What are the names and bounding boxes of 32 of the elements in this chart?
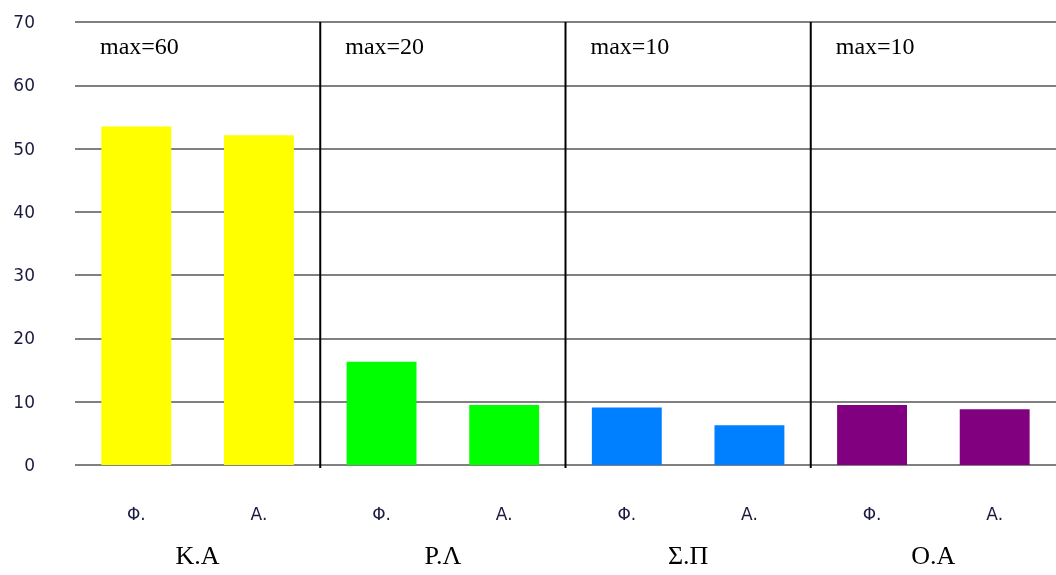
x-tick-label: Φ. [126, 503, 146, 524]
text: Σ.Π [667, 540, 709, 570]
annotation: max=60 [100, 33, 179, 59]
x-tick-label: Φ. [862, 503, 882, 524]
text: Ρ.Λ [424, 540, 462, 570]
x-tick-label: Φ. [617, 503, 637, 524]
y-tick-label: 20 [13, 328, 35, 349]
x-tick-label: Α. [986, 503, 1004, 524]
bar [469, 404, 540, 465]
text: Κ.Α [175, 540, 220, 570]
y-tick-label: 40 [13, 201, 35, 222]
y-tick-label: 30 [13, 265, 35, 286]
bar [714, 425, 785, 465]
text: Ο.Α [911, 540, 956, 570]
y-tick-label: 70 [13, 12, 35, 32]
bar [959, 409, 1030, 465]
y-tick-label: 10 [13, 391, 35, 412]
x-tick-label: Α. [740, 503, 758, 524]
annotation: max=10 [590, 33, 670, 59]
bar [837, 404, 908, 465]
y-tick-label: 60 [13, 75, 35, 96]
y-tick-label: 0 [24, 455, 35, 475]
annotation: max=20 [345, 33, 425, 59]
x-tick-label: Φ. [372, 503, 391, 524]
x-tick-label: Α. [495, 503, 513, 524]
annotation: max=10 [835, 33, 915, 59]
bar [101, 126, 172, 465]
bar [346, 361, 417, 465]
x-tick-label: Α. [250, 503, 268, 524]
bar [223, 135, 294, 465]
y-tick-label: 50 [13, 138, 35, 159]
bar [591, 407, 662, 465]
